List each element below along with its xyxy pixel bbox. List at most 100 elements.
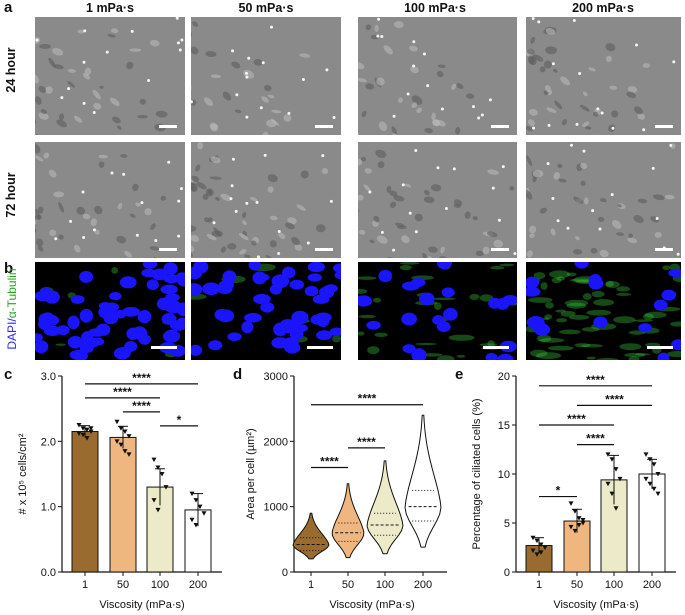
data-point [655,491,661,497]
data-point [538,550,544,555]
y-tick-label: 0 [282,567,288,579]
data-point [643,452,649,457]
chart-c: 0.01.02.03.01 50 100 200*************Viscos… [17,371,222,611]
significance-label: **** [132,399,151,413]
y-tick-label: 1000 [264,502,288,514]
bar-200 [638,473,666,573]
x-tick-label: 100 [151,579,169,591]
phase-image-72h-100 [358,142,517,258]
violin-100 [366,460,404,555]
tubulin-label: α-Tubulin [5,268,19,319]
y-axis-label: # x 10⁵ cells/cm² [17,433,29,514]
y-tick-label: 15 [498,420,510,432]
x-axis-label: Viscosity (mPa·s) [329,599,414,611]
data-point [151,457,157,463]
scale-bar [315,125,333,128]
significance-label: **** [586,373,605,387]
x-tick-label: 100 [605,579,623,591]
data-point [189,517,195,523]
bar-50 [109,436,137,573]
phase-image-72h-50 [191,142,341,258]
data-point [193,498,199,503]
data-point [80,426,86,431]
y-tick-label: 2.0 [41,436,56,448]
x-tick-label: 1 [82,579,88,591]
data-point [122,429,128,435]
scale-bar [307,346,333,349]
data-point [605,452,611,457]
y-tick-label: 3.0 [41,371,56,383]
panel-label-b: b [4,260,14,277]
scale-bar [647,346,673,349]
data-point [118,426,124,431]
panel-label-e: e [455,366,464,383]
data-point [580,518,586,523]
data-point [76,431,82,436]
scale-bar [151,346,177,349]
data-point [126,434,132,439]
data-point [151,498,157,503]
data-point [568,501,574,506]
y-tick-label: 0.0 [41,567,56,579]
data-point [155,465,161,470]
data-point [88,429,94,435]
y-tick-label: 10 [498,469,510,481]
data-point [647,481,653,487]
y-axis-label: Percentage of ciliated cells (%) [471,398,483,549]
violin-50 [331,483,365,559]
phase-image-24h-1 [35,17,185,135]
data-point [572,528,578,534]
y-axis-label: Area per cell (µm²) [245,428,257,519]
significance-label: **** [320,454,339,468]
data-point [114,439,120,444]
data-point [530,535,536,541]
column-header-1: 1 mPa·s [86,1,134,15]
data-point [534,552,540,557]
y-tick-label: 2000 [264,436,288,448]
data-point [609,491,615,497]
data-point [572,509,578,514]
dapi-label: DAPI/ [5,318,19,350]
x-tick-label: 1 [536,579,542,591]
y-tick-label: 0 [504,567,510,579]
data-point [605,481,611,487]
data-point [189,491,195,497]
data-point [122,449,128,454]
row-header-72h: 72 hour [4,172,18,218]
significance-label: * [556,484,561,498]
data-point [617,476,623,482]
panel-label-d: d [233,366,243,383]
data-point [84,436,90,441]
significance-label: **** [586,432,605,446]
scale-bar [159,125,177,128]
fluorescence-image-50 [191,262,341,360]
scale-bar [491,248,509,251]
data-point [201,511,207,516]
data-point [580,521,586,526]
data-point [609,457,615,462]
x-tick-label: 1 [308,579,314,591]
panel-label-a: a [4,0,13,16]
data-point [568,524,574,530]
scale-bar [655,125,673,128]
data-point [613,467,619,472]
x-tick-label: 50 [571,579,583,591]
data-point [118,442,124,448]
data-point [643,476,649,482]
fluorescence-image-100 [358,262,517,360]
scale-bar [315,248,333,251]
data-point [651,462,657,467]
data-point [159,472,165,477]
phase-image-72h-200 [526,142,681,258]
scale-bar [483,346,509,349]
data-point [163,485,169,490]
data-point [530,548,536,553]
phase-image-24h-200 [526,17,681,135]
data-point [613,506,619,511]
panel-label-c: c [4,366,13,383]
scale-bar [159,248,177,251]
significance-label: **** [567,412,586,426]
scale-bar [491,125,509,128]
data-point [193,522,199,528]
stain-label: DAPI/α-Tubulin [5,264,19,354]
